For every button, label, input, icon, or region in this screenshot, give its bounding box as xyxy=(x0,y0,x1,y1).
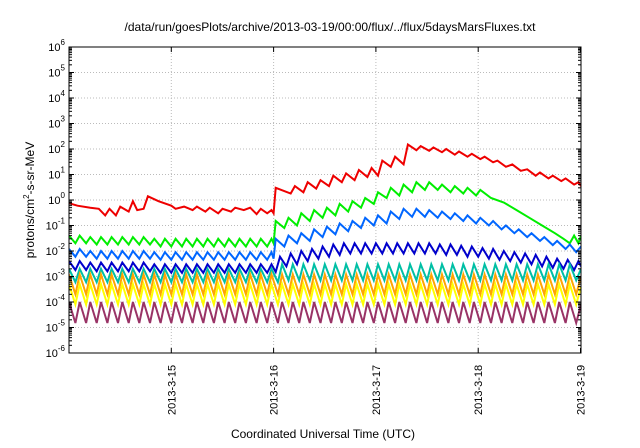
series-line-8 xyxy=(69,301,581,327)
y-tick-exponent: -6 xyxy=(58,344,66,353)
chart-title: /data/run/goesPlots/archive/2013-03-19/0… xyxy=(125,20,537,34)
x-axis-label: Coordinated Universal Time (UTC) xyxy=(231,427,415,441)
y-tick-exponent: 2 xyxy=(61,140,66,149)
y-tick-exponent: 6 xyxy=(61,38,66,47)
series-line-1 xyxy=(69,142,581,218)
y-tick-label: 10-2 xyxy=(46,242,66,258)
y-tick-exponent: -4 xyxy=(58,293,66,302)
y-axis-label-suffix: -s-sr-MeV xyxy=(23,142,37,195)
y-tick-base: 10 xyxy=(48,144,60,156)
y-tick-label: 103 xyxy=(48,115,65,131)
series-line-7 xyxy=(69,280,581,309)
y-tick-exponent: -5 xyxy=(58,319,66,328)
y-axis-label-prefix: protons/cm xyxy=(23,199,37,258)
y-tick-label: 105 xyxy=(48,64,65,80)
y-tick-base: 10 xyxy=(46,246,58,258)
y-tick-base: 10 xyxy=(48,93,60,105)
plot-frame xyxy=(68,46,582,354)
series-line-4 xyxy=(69,241,581,275)
series-line-6 xyxy=(69,270,581,299)
x-tick-label: 2013-3-17 xyxy=(371,365,383,415)
y-tick-exponent: 3 xyxy=(61,115,66,124)
y-tick-exponent: 1 xyxy=(61,166,66,175)
y-tick-base: 10 xyxy=(48,42,60,54)
y-tick-base: 10 xyxy=(48,170,60,182)
y-tick-exponent: -2 xyxy=(58,242,66,251)
y-tick-label: 101 xyxy=(48,166,65,182)
y-tick-exponent: 4 xyxy=(61,89,66,98)
y-tick-base: 10 xyxy=(48,195,60,207)
y-tick-label: 10-6 xyxy=(46,344,66,360)
y-tick-base: 10 xyxy=(46,348,58,360)
y-tick-base: 10 xyxy=(48,68,60,80)
y-tick-base: 10 xyxy=(46,297,58,309)
x-tick-label: 2013-3-19 xyxy=(576,365,588,415)
x-tick-label: 2013-3-16 xyxy=(269,365,281,415)
y-tick-label: 106 xyxy=(48,38,65,54)
y-tick-exponent: 5 xyxy=(61,64,66,73)
y-tick-base: 10 xyxy=(46,323,58,335)
y-tick-label: 100 xyxy=(48,191,65,207)
y-axis-label-sup: 2 xyxy=(22,194,31,199)
axes: 10-610-510-410-310-210-11001011021031041… xyxy=(46,38,588,415)
y-tick-label: 10-3 xyxy=(46,268,66,284)
x-tick-label: 2013-3-15 xyxy=(166,365,178,415)
y-tick-label: 104 xyxy=(48,89,65,105)
y-tick-base: 10 xyxy=(46,221,58,233)
y-tick-exponent: 0 xyxy=(61,191,66,200)
series-line-5 xyxy=(69,260,581,286)
y-tick-base: 10 xyxy=(46,272,58,284)
series-lines xyxy=(69,142,581,327)
y-tick-exponent: -1 xyxy=(58,217,66,226)
series-line-2 xyxy=(69,180,581,249)
y-tick-label: 10-1 xyxy=(46,217,66,233)
y-tick-label: 102 xyxy=(48,140,65,156)
y-tick-label: 10-5 xyxy=(46,319,66,335)
y-tick-label: 10-4 xyxy=(46,293,66,309)
y-tick-exponent: -3 xyxy=(58,268,66,277)
y-tick-base: 10 xyxy=(48,119,60,131)
y-axis-label: protons/cm2-s-sr-MeV xyxy=(22,142,37,258)
x-tick-label: 2013-3-18 xyxy=(473,365,485,415)
series-line-3 xyxy=(69,207,581,262)
